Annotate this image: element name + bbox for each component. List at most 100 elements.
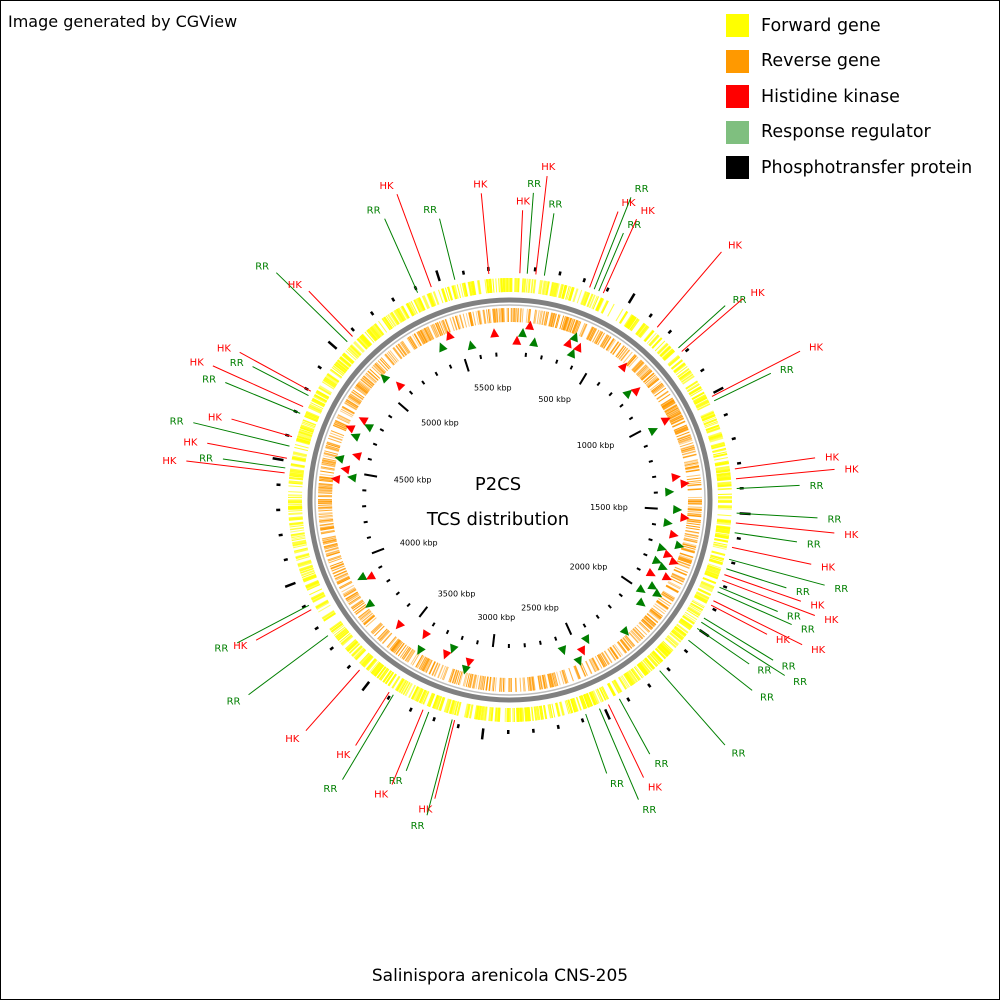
reverse-gene-mark xyxy=(568,667,574,682)
forward-gene-mark xyxy=(716,521,731,524)
feature-label: RR xyxy=(323,784,337,795)
forward-gene-mark xyxy=(714,460,729,464)
forward-gene-mark xyxy=(371,662,383,676)
reverse-gene-mark xyxy=(417,331,426,344)
forward-gene-mark xyxy=(566,286,572,301)
forward-gene-mark xyxy=(667,354,680,366)
forward-gene-mark xyxy=(628,317,637,330)
forward-gene-mark xyxy=(343,352,355,363)
forward-gene-mark xyxy=(396,308,405,322)
outer-minor-tick xyxy=(723,412,729,417)
reverse-gene-mark xyxy=(318,489,333,491)
reverse-gene-mark xyxy=(318,492,333,494)
reverse-gene-mark xyxy=(635,364,647,375)
legend-swatch-histidine-kinase xyxy=(726,85,749,109)
reverse-gene-mark xyxy=(620,638,630,651)
reverse-gene-mark xyxy=(318,484,333,487)
forward-gene-mark xyxy=(428,693,436,708)
callout-line xyxy=(439,218,456,280)
reverse-gene-mark xyxy=(402,647,412,660)
forward-gene-mark xyxy=(299,565,313,572)
reverse-gene-mark xyxy=(669,415,683,423)
rr-marker xyxy=(569,332,578,343)
forward-gene-mark xyxy=(596,298,604,312)
outer-major-tick xyxy=(712,386,724,394)
reverse-gene-mark xyxy=(665,585,679,593)
forward-gene-mark xyxy=(713,543,728,549)
forward-gene-mark xyxy=(661,641,673,653)
reverse-gene-mark xyxy=(329,434,343,441)
reverse-gene-mark xyxy=(320,526,335,530)
reverse-gene-mark xyxy=(592,657,600,671)
forward-gene-mark xyxy=(635,323,646,336)
outer-minor-tick xyxy=(301,604,307,609)
reverse-gene-mark xyxy=(644,374,656,385)
reverse-gene-mark xyxy=(322,459,337,464)
forward-gene-mark xyxy=(595,297,604,312)
reverse-gene-mark xyxy=(685,527,700,531)
outer-minor-tick xyxy=(346,664,352,670)
reverse-gene-mark xyxy=(609,646,619,660)
forward-gene-mark xyxy=(714,533,730,539)
reverse-gene-mark xyxy=(675,428,689,435)
outer-minor-tick xyxy=(736,536,741,541)
callout-line xyxy=(688,639,753,691)
reverse-gene-mark xyxy=(678,437,692,443)
forward-gene-mark xyxy=(330,368,343,378)
reverse-gene-mark xyxy=(680,444,695,450)
forward-gene-mark xyxy=(490,278,493,293)
rr-marker xyxy=(529,337,538,347)
reverse-gene-mark xyxy=(670,417,684,425)
reverse-gene-mark xyxy=(386,352,397,364)
reverse-gene-mark xyxy=(416,331,425,345)
forward-gene-mark xyxy=(422,691,429,705)
forward-gene-mark xyxy=(300,569,315,577)
forward-gene-mark xyxy=(316,390,330,399)
forward-gene-mark xyxy=(701,414,716,422)
forward-gene-mark xyxy=(452,700,458,715)
forward-gene-mark xyxy=(708,432,723,439)
forward-gene-mark xyxy=(637,662,648,676)
inner-major-tick xyxy=(620,575,633,585)
reverse-gene-mark xyxy=(596,654,605,668)
forward-gene-mark xyxy=(289,468,305,473)
forward-gene-mark xyxy=(344,639,356,650)
reverse-gene-mark xyxy=(686,518,701,521)
reverse-gene-mark xyxy=(675,428,689,435)
forward-gene-mark xyxy=(337,359,350,370)
reverse-gene-mark xyxy=(319,477,334,480)
reverse-gene-mark xyxy=(631,629,642,641)
forward-gene-mark xyxy=(379,668,390,681)
forward-gene-mark xyxy=(712,451,727,456)
feature-label: HK xyxy=(728,240,743,251)
reverse-gene-mark xyxy=(586,326,594,340)
forward-gene-mark xyxy=(683,613,697,622)
reverse-gene-mark xyxy=(628,631,639,643)
forward-gene-mark xyxy=(443,698,450,713)
reverse-gene-mark xyxy=(682,453,697,458)
forward-gene-mark xyxy=(329,368,343,379)
feature-label: HK xyxy=(374,790,389,801)
reverse-gene-mark xyxy=(319,476,334,480)
outer-minor-tick xyxy=(350,327,355,332)
hk-marker xyxy=(662,549,673,559)
forward-gene-mark xyxy=(558,701,565,716)
forward-gene-mark xyxy=(654,648,666,660)
reverse-gene-mark xyxy=(679,553,694,559)
reverse-gene-mark xyxy=(348,395,361,404)
inner-minor-tick xyxy=(538,640,542,645)
forward-gene-mark xyxy=(550,282,555,297)
reverse-gene-mark xyxy=(321,535,336,540)
forward-gene-mark xyxy=(655,648,666,659)
forward-gene-mark xyxy=(307,406,322,414)
inner-major-tick xyxy=(371,547,385,555)
forward-gene-mark xyxy=(651,651,662,663)
forward-gene-mark xyxy=(451,285,457,300)
reverse-gene-mark xyxy=(671,573,686,580)
legend-item-forward: Forward gene xyxy=(726,8,972,44)
forward-gene-mark xyxy=(717,488,732,491)
reverse-gene-mark xyxy=(525,308,528,323)
reverse-gene-mark xyxy=(656,600,669,610)
reverse-gene-mark xyxy=(331,565,345,572)
